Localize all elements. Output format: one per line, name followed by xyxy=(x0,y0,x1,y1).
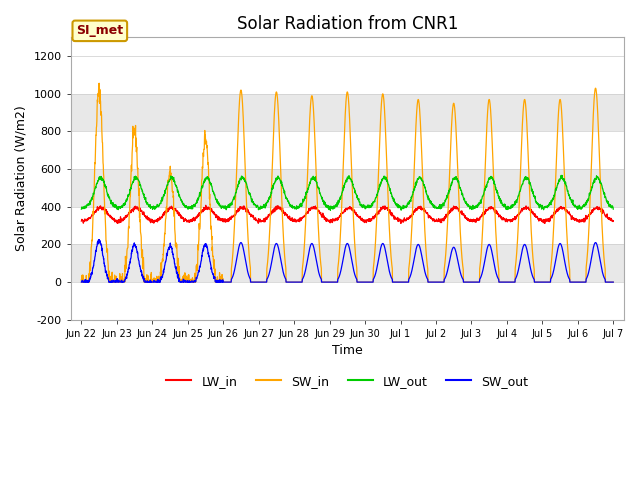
SW_out xyxy=(577,279,585,285)
SW_in xyxy=(563,228,570,234)
Line: SW_in: SW_in xyxy=(81,84,613,282)
SW_in xyxy=(77,279,85,285)
SW_in xyxy=(578,279,586,285)
Title: Solar Radiation from CNR1: Solar Radiation from CNR1 xyxy=(237,15,458,33)
LW_in xyxy=(563,207,570,213)
SW_out xyxy=(226,279,234,285)
Bar xyxy=(70,207,624,244)
LW_out xyxy=(326,207,334,213)
Line: LW_out: LW_out xyxy=(81,175,613,210)
SW_out xyxy=(502,279,509,285)
Line: LW_in: LW_in xyxy=(81,205,613,224)
Y-axis label: Solar Radiation (W/m2): Solar Radiation (W/m2) xyxy=(15,106,28,252)
SW_out xyxy=(95,237,103,242)
Bar xyxy=(70,132,624,169)
LW_out xyxy=(557,172,565,178)
SW_in xyxy=(363,279,371,285)
LW_out xyxy=(363,204,371,210)
LW_out xyxy=(563,184,570,190)
Line: SW_out: SW_out xyxy=(81,240,613,282)
Bar xyxy=(70,282,624,320)
SW_in xyxy=(374,169,382,175)
LW_out xyxy=(226,204,234,210)
LW_in xyxy=(202,203,210,208)
LW_out xyxy=(374,188,382,193)
Bar xyxy=(70,169,624,207)
Bar xyxy=(70,94,624,132)
SW_out xyxy=(363,279,371,285)
LW_in xyxy=(502,216,510,222)
LW_in xyxy=(77,218,85,224)
LW_in xyxy=(363,218,371,224)
SW_out xyxy=(77,279,85,285)
LW_out xyxy=(609,206,617,212)
SW_out xyxy=(374,258,382,264)
LW_out xyxy=(502,204,509,210)
SW_out xyxy=(609,279,617,285)
SW_in xyxy=(77,277,85,283)
Bar xyxy=(70,244,624,282)
Bar xyxy=(70,56,624,94)
LW_out xyxy=(77,206,85,212)
LW_in xyxy=(578,219,586,225)
LW_in xyxy=(397,221,404,227)
LW_in xyxy=(374,208,382,214)
LW_in xyxy=(226,215,234,220)
Text: SI_met: SI_met xyxy=(76,24,124,37)
Legend: LW_in, SW_in, LW_out, SW_out: LW_in, SW_in, LW_out, SW_out xyxy=(161,370,533,393)
SW_out xyxy=(563,267,570,273)
SW_in xyxy=(502,279,510,285)
SW_in xyxy=(227,279,234,285)
X-axis label: Time: Time xyxy=(332,344,363,357)
LW_out xyxy=(578,204,586,210)
SW_in xyxy=(609,279,617,285)
SW_in xyxy=(95,81,103,86)
LW_in xyxy=(609,218,617,224)
